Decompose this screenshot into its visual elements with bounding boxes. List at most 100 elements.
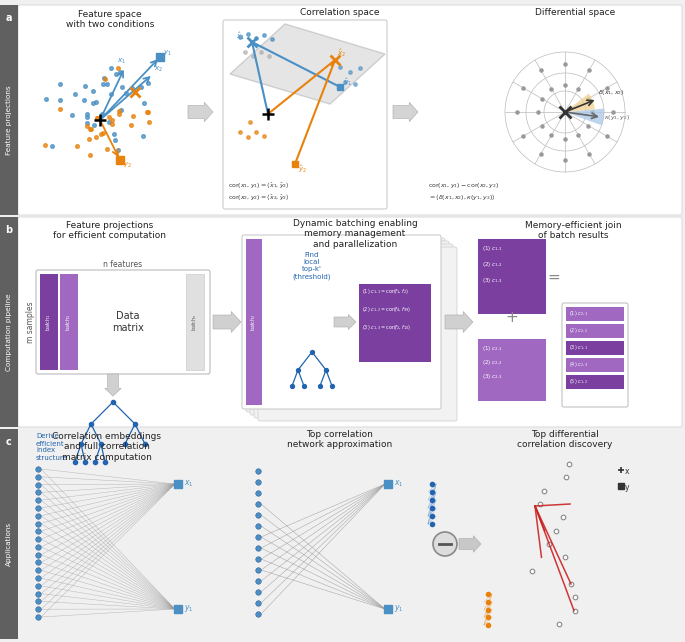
Point — [482, 604, 493, 614]
FancyBboxPatch shape — [18, 5, 682, 215]
Point — [79, 457, 90, 467]
Point — [112, 145, 123, 155]
Text: (3) $c_{1,3}$: (3) $c_{1,3}$ — [482, 277, 503, 285]
Text: (1) $c_{2,1}$: (1) $c_{2,1}$ — [569, 310, 588, 318]
Point — [113, 63, 124, 73]
Point — [253, 609, 264, 619]
Point — [142, 107, 153, 117]
Bar — [566, 358, 624, 372]
Point — [92, 114, 103, 124]
Text: (5) $c_{1,2}$: (5) $c_{1,2}$ — [569, 377, 588, 386]
Point — [584, 148, 595, 159]
Text: n features: n features — [103, 260, 142, 269]
Point — [427, 479, 438, 489]
Point — [534, 499, 545, 509]
Point — [427, 519, 438, 529]
Point — [601, 83, 612, 93]
Text: $\hat{y}_1$: $\hat{y}_1$ — [343, 76, 352, 88]
FancyBboxPatch shape — [250, 241, 449, 415]
Point — [327, 381, 338, 391]
Point — [558, 512, 569, 523]
Point — [120, 88, 131, 98]
FancyBboxPatch shape — [254, 244, 453, 418]
Point — [32, 503, 43, 513]
Text: Memory-efficient join
of batch results: Memory-efficient join of batch results — [525, 221, 621, 240]
Point — [32, 487, 43, 498]
Point — [482, 589, 493, 599]
Point — [96, 129, 107, 139]
Bar — [566, 324, 624, 338]
Text: Feature projections
for efficient computation: Feature projections for efficient comput… — [53, 221, 166, 240]
Point — [32, 581, 43, 591]
Point — [110, 134, 121, 144]
Point — [340, 77, 351, 87]
Text: +: + — [506, 311, 519, 325]
Bar — [186, 274, 204, 370]
Point — [114, 67, 125, 77]
Text: $\hat{x}_1$: $\hat{x}_1$ — [236, 31, 245, 42]
Point — [482, 620, 493, 630]
Point — [82, 112, 92, 122]
Text: (3) $c_{2,3}$: (3) $c_{2,3}$ — [482, 373, 503, 381]
Point — [69, 457, 80, 467]
Point — [565, 579, 576, 589]
Point — [83, 134, 94, 144]
Text: Computation pipeline: Computation pipeline — [6, 293, 12, 371]
Point — [108, 129, 119, 139]
Text: (3) $c_{1,3} = \mathrm{cor}(f_2, f_{10})$: (3) $c_{1,3} = \mathrm{cor}(f_2, f_{10})… — [362, 324, 411, 332]
Text: batch$_n$: batch$_n$ — [190, 313, 199, 331]
Point — [32, 573, 43, 583]
Bar — [40, 274, 58, 370]
Point — [32, 589, 43, 599]
FancyBboxPatch shape — [246, 238, 445, 412]
Text: Correlation space: Correlation space — [300, 8, 379, 17]
Point — [482, 612, 493, 622]
Point — [560, 59, 571, 69]
Point — [41, 94, 52, 105]
Bar — [566, 341, 624, 355]
Point — [253, 510, 264, 520]
FancyArrow shape — [393, 102, 418, 122]
Point — [299, 381, 310, 391]
Text: $x_1$: $x_1$ — [184, 479, 194, 489]
Bar — [0, 429, 18, 639]
Point — [99, 457, 110, 467]
Point — [482, 596, 493, 607]
Point — [55, 79, 66, 89]
Point — [137, 131, 148, 141]
Point — [79, 95, 90, 105]
Point — [32, 612, 43, 622]
Text: Top correlation
network approximation: Top correlation network approximation — [288, 430, 393, 449]
Point — [101, 144, 112, 154]
Point — [258, 131, 269, 141]
Point — [75, 439, 86, 449]
Point — [125, 120, 136, 130]
Point — [584, 65, 595, 76]
Point — [32, 557, 43, 568]
Point — [127, 110, 138, 121]
Point — [32, 596, 43, 607]
Point — [334, 62, 345, 72]
Point — [32, 518, 43, 528]
Text: $y_1$: $y_1$ — [394, 603, 403, 614]
Point — [526, 566, 537, 576]
Text: $x_1$: $x_1$ — [394, 479, 403, 489]
Point — [608, 107, 619, 117]
Point — [427, 487, 438, 497]
Point — [532, 107, 543, 117]
Point — [536, 120, 547, 130]
Point — [253, 521, 264, 531]
Point — [32, 464, 43, 474]
Text: m samples: m samples — [26, 301, 35, 343]
Point — [559, 552, 570, 562]
Point — [253, 587, 264, 597]
Point — [103, 117, 114, 127]
FancyArrow shape — [105, 374, 121, 396]
FancyArrow shape — [445, 311, 473, 333]
Text: (1) $c_{1,1}$: (1) $c_{1,1}$ — [482, 245, 503, 253]
Text: Derive
efficient
index
structure: Derive efficient index structure — [36, 433, 68, 460]
Text: Correlation embeddings
and full correlation
matrix computation: Correlation embeddings and full correlat… — [53, 432, 162, 462]
Bar — [566, 307, 624, 321]
Point — [355, 63, 366, 73]
Bar — [359, 284, 431, 362]
